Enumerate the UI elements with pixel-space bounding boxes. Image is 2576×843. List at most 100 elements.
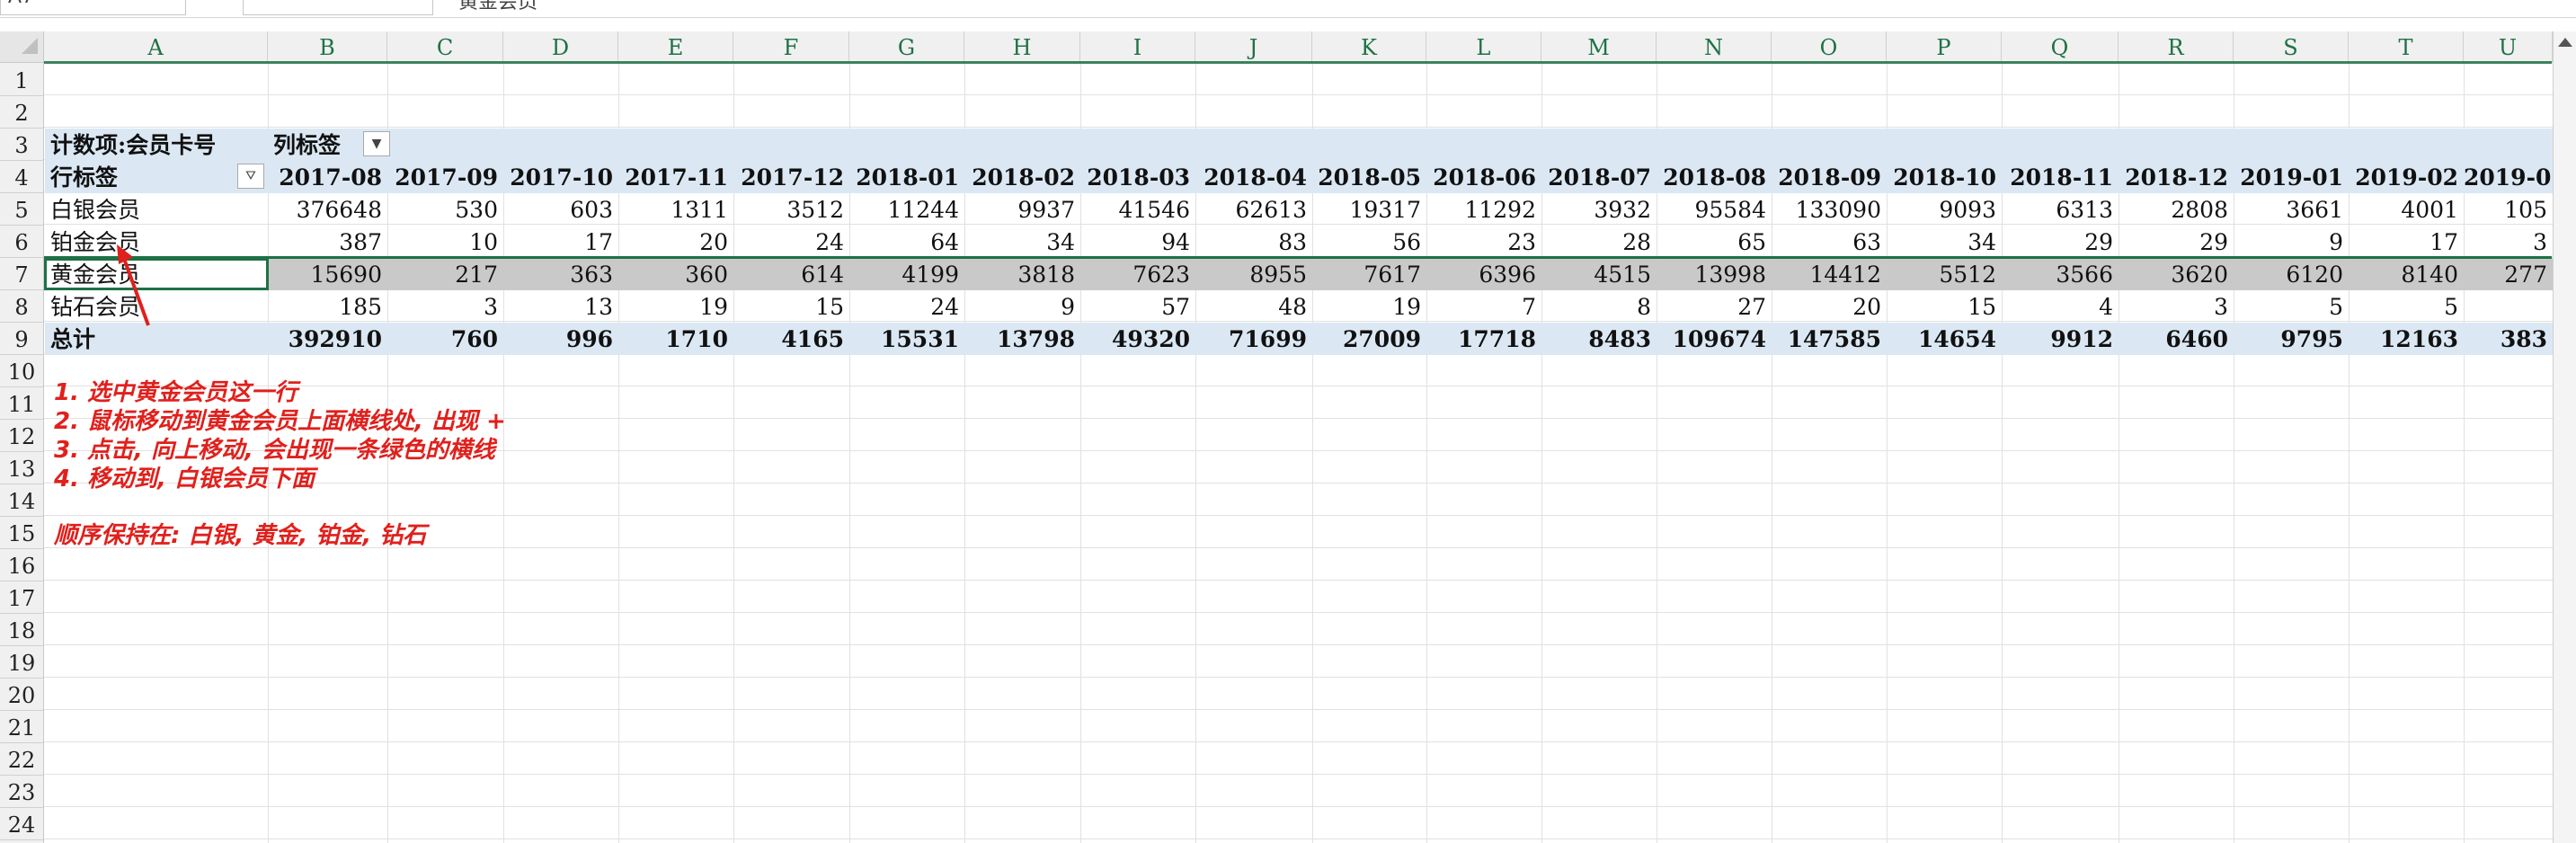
pivot-value-cell[interactable]: 147585	[1787, 326, 1881, 352]
pivot-value-cell[interactable]: 49320	[1112, 326, 1190, 352]
month-header[interactable]: 2018-09	[1778, 164, 1881, 191]
pivot-value-cell[interactable]: 9912	[2050, 326, 2113, 352]
pivot-value-cell[interactable]: 7623	[1133, 262, 1190, 288]
pivot-row-label[interactable]: 钻石会员	[50, 294, 141, 320]
pivot-value-cell[interactable]: 83	[1278, 229, 1307, 255]
pivot-value-cell[interactable]: 15	[815, 294, 844, 320]
pivot-value-cell[interactable]: 185	[339, 294, 382, 320]
column-header-M[interactable]: M	[1541, 31, 1657, 62]
pivot-value-cell[interactable]: 64	[930, 229, 959, 255]
row-header-1[interactable]: 1	[0, 64, 43, 96]
pivot-value-cell[interactable]: 27	[1737, 294, 1766, 320]
pivot-value-cell[interactable]: 4165	[781, 326, 844, 352]
column-header-F[interactable]: F	[733, 31, 849, 62]
pivot-value-cell[interactable]: 4	[2099, 294, 2113, 320]
month-header[interactable]: 2018-12	[2125, 164, 2228, 191]
pivot-value-cell[interactable]: 10	[469, 229, 498, 255]
pivot-value-cell[interactable]: 363	[570, 262, 613, 288]
pivot-value-cell[interactable]: 56	[1392, 229, 1421, 255]
column-header-I[interactable]: I	[1080, 31, 1195, 62]
month-header[interactable]: 2018-01	[856, 164, 959, 191]
pivot-value-cell[interactable]: 277	[2504, 262, 2547, 288]
pivot-value-cell[interactable]: 48	[1278, 294, 1307, 320]
month-header[interactable]: 2018-05	[1318, 164, 1421, 191]
row-header-10[interactable]: 10	[0, 355, 43, 387]
pivot-value-cell[interactable]: 62613	[1235, 197, 1307, 223]
pivot-value-cell[interactable]: 614	[801, 262, 844, 288]
pivot-value-cell[interactable]: 63	[1852, 229, 1881, 255]
month-header[interactable]: 2017-10	[510, 164, 613, 191]
column-header-T[interactable]: T	[2349, 31, 2464, 62]
column-header-K[interactable]: K	[1312, 31, 1426, 62]
row-header-17[interactable]: 17	[0, 581, 43, 614]
pivot-value-cell[interactable]: 3661	[2286, 197, 2343, 223]
pivot-value-cell[interactable]: 6120	[2286, 262, 2343, 288]
formula-input[interactable]: 黄金会员	[458, 0, 538, 13]
pivot-value-cell[interactable]: 2808	[2171, 197, 2228, 223]
pivot-value-cell[interactable]: 109674	[1672, 326, 1766, 352]
pivot-value-cell[interactable]: 9	[1061, 294, 1075, 320]
pivot-value-cell[interactable]: 13	[584, 294, 613, 320]
column-header-C[interactable]: C	[387, 31, 503, 62]
pivot-value-cell[interactable]: 15531	[881, 326, 959, 352]
column-header-L[interactable]: L	[1426, 31, 1541, 62]
row-header-7[interactable]: 7	[0, 258, 43, 290]
row-header-4[interactable]: 4	[0, 161, 43, 193]
pivot-value-cell[interactable]: 7	[1522, 294, 1536, 320]
pivot-value-cell[interactable]: 9	[2329, 229, 2343, 255]
pivot-value-cell[interactable]: 3566	[2056, 262, 2113, 288]
pivot-value-cell[interactable]: 9795	[2280, 326, 2343, 352]
pivot-value-cell[interactable]: 4001	[2401, 197, 2458, 223]
column-header-H[interactable]: H	[964, 31, 1080, 62]
column-header-P[interactable]: P	[1887, 31, 2002, 62]
pivot-value-cell[interactable]: 360	[685, 262, 728, 288]
month-header[interactable]: 2018-07	[1548, 164, 1651, 191]
pivot-value-cell[interactable]: 105	[2504, 197, 2547, 223]
pivot-value-cell[interactable]: 14654	[1918, 326, 1996, 352]
pivot-value-cell[interactable]: 41546	[1118, 197, 1190, 223]
pivot-value-cell[interactable]: 11292	[1464, 197, 1536, 223]
pivot-value-cell[interactable]: 376648	[296, 197, 382, 223]
pivot-value-cell[interactable]	[2464, 290, 2553, 323]
pivot-value-cell[interactable]: 24	[930, 294, 959, 320]
pivot-value-cell[interactable]: 603	[570, 197, 613, 223]
pivot-value-cell[interactable]: 13998	[1694, 262, 1766, 288]
pivot-value-cell[interactable]: 94	[1161, 229, 1190, 255]
row-header-21[interactable]: 21	[0, 711, 43, 743]
active-cell-a7[interactable]	[44, 258, 269, 290]
pivot-value-cell[interactable]: 15	[1968, 294, 1996, 320]
column-header-N[interactable]: N	[1657, 31, 1772, 62]
month-header[interactable]: 2018-11	[2010, 164, 2113, 191]
pivot-value-cell[interactable]: 34	[1046, 229, 1075, 255]
column-header-O[interactable]: O	[1772, 31, 1887, 62]
pivot-value-cell[interactable]: 20	[1852, 294, 1881, 320]
pivot-value-cell[interactable]: 9937	[1017, 197, 1075, 223]
pivot-value-cell[interactable]: 133090	[1795, 197, 1881, 223]
row-header-22[interactable]: 22	[0, 743, 43, 776]
pivot-value-cell[interactable]: 19	[1392, 294, 1421, 320]
row-header-20[interactable]: 20	[0, 679, 43, 711]
month-header[interactable]: 2019-02	[2355, 164, 2458, 191]
row-header-23[interactable]: 23	[0, 776, 43, 808]
row-header-19[interactable]: 19	[0, 646, 43, 679]
row-labels-filter-icon[interactable]: ⛛	[237, 164, 264, 189]
row-header-16[interactable]: 16	[0, 549, 43, 581]
row-header-24[interactable]: 24	[0, 808, 43, 840]
pivot-value-cell[interactable]: 12163	[2380, 326, 2458, 352]
row-header-9[interactable]: 9	[0, 323, 43, 355]
row-header-8[interactable]: 8	[0, 290, 43, 323]
pivot-row-label[interactable]: 白银会员	[50, 197, 141, 223]
name-box[interactable]: A7	[0, 0, 186, 15]
row-header-14[interactable]: 14	[0, 484, 43, 517]
pivot-value-cell[interactable]: 4199	[902, 262, 959, 288]
pivot-value-cell[interactable]: 34	[1968, 229, 1996, 255]
pivot-value-cell[interactable]: 15690	[310, 262, 382, 288]
pivot-value-cell[interactable]: 11244	[887, 197, 959, 223]
fx-button-area[interactable]	[243, 0, 433, 15]
pivot-value-cell[interactable]: 8483	[1588, 326, 1651, 352]
pivot-value-cell[interactable]: 8	[1637, 294, 1651, 320]
pivot-value-cell[interactable]: 6460	[2165, 326, 2228, 352]
pivot-value-cell[interactable]: 23	[1507, 229, 1536, 255]
vertical-scrollbar[interactable]	[2553, 31, 2576, 843]
row-header-11[interactable]: 11	[0, 387, 43, 420]
